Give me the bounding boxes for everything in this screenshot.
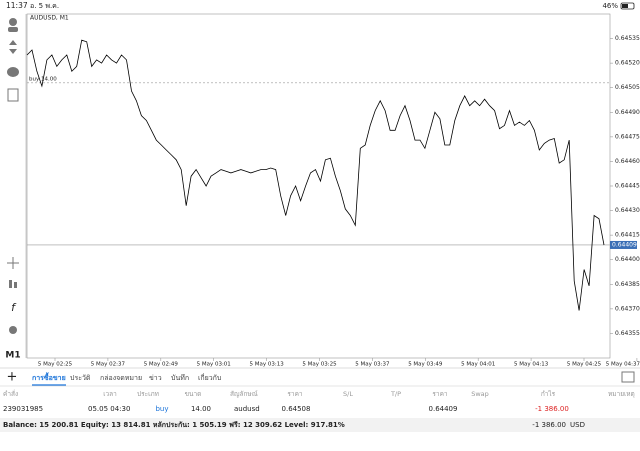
y-tick-label: 0.64415 [615,232,640,239]
table-cell: -1 386.00 [535,405,569,413]
icon-crosshair [7,257,19,269]
x-tick-label: 5 May 03:01 [197,362,231,368]
table-header: Swap [471,390,489,398]
y-tick-label: 0.64535 [615,35,640,42]
tab[interactable]: การซื้อขาย [32,371,66,382]
table-cell: 14.00 [191,405,211,413]
table-cell: 239031985 [3,405,43,413]
add-button[interactable]: + [7,370,18,385]
tab[interactable]: ข่าว [149,374,162,382]
footer-summary: Balance: 15 200.81 Equity: 13 814.81 หลั… [3,421,345,429]
icon-trade [9,40,17,54]
table-cell: buy [155,405,168,413]
icon-objects [9,326,17,334]
icon-account [9,18,17,26]
tab[interactable]: เกี่ยวกับ [198,373,221,382]
x-tick-label: 5 May 03:49 [408,362,443,368]
table-header: สัญลักษณ์ [230,390,258,398]
footer-currency: USD [570,421,585,429]
table-header: S/L [343,390,353,398]
x-tick-label: 5 May 03:25 [302,362,337,368]
icon-account-body [8,27,18,32]
y-tick-label: 0.64460 [615,158,640,165]
table-header: T/P [390,390,401,398]
tab[interactable]: กล่องจดหมาย [100,374,142,382]
battery-text: 46% [602,2,618,10]
timeframe[interactable]: M1 [5,351,20,361]
table-header: ขนาด [185,390,202,398]
x-tick-label: 5 May 04:13 [514,362,549,368]
table-header: ราคา [287,390,302,398]
table-cell: 0.64409 [429,405,458,413]
footer-profit: -1 386.00 [532,421,566,429]
battery-level [622,4,628,8]
status-time: 11:37 [6,1,28,10]
y-tick-label: 0.64370 [615,305,640,312]
table-cell: 0.64508 [282,405,311,413]
y-tick-label: 0.64490 [615,109,640,116]
expand-icon[interactable] [621,371,635,383]
table-header: ประเภท [137,390,159,398]
table-header: เวลา [103,390,117,398]
tab[interactable]: บันทึก [171,373,189,382]
battery-icon [620,2,635,10]
x-tick-label: 5 May 04:37 [606,362,640,368]
icon-candles [9,280,12,288]
x-tick-label: 5 May 03:13 [249,362,284,368]
icon-candles-2 [14,282,17,288]
x-tick-label: 5 May 02:25 [38,362,73,368]
table-cell: audusd [234,405,260,413]
x-tick-label: 5 May 03:37 [355,362,390,368]
status-date: อ. 5 พ.ค. [30,2,59,10]
table-header: คำสั่ง [3,389,18,398]
x-tick-label: 5 May 02:49 [144,362,179,368]
y-tick-label: 0.64430 [615,207,640,214]
tab[interactable]: ประวัติ [70,374,91,382]
y-tick-label: 0.64520 [615,60,640,67]
y-tick-label: 0.64505 [615,84,640,91]
y-tick-label: 0.64385 [615,281,640,288]
table-header: กำไร [541,390,556,398]
icon-indicators: f [11,301,17,314]
y-tick-label: 0.64445 [615,183,640,190]
table-header: ราคา [432,390,447,398]
table-header: หมายเหตุ [608,390,635,398]
y-tick-label: 0.64400 [615,256,640,263]
current-price-box [610,240,637,249]
chart-title: AUDUSD, M1 [30,15,69,22]
x-tick-label: 5 May 04:01 [461,362,495,368]
icon-chat [7,67,19,77]
price-line [26,39,605,311]
x-tick-label: 5 May 02:37 [91,362,126,368]
table-cell: 05.05 04:30 [88,405,130,413]
icon-new [7,88,19,102]
y-tick-label: 0.64475 [615,133,640,140]
y-tick-label: 0.64355 [615,330,640,337]
current-price-label: 0.64409 [612,241,637,248]
left-toolbar: f M1 [5,18,21,361]
x-tick-label: 5 May 04:25 [567,362,602,368]
footer-bar [0,418,640,432]
